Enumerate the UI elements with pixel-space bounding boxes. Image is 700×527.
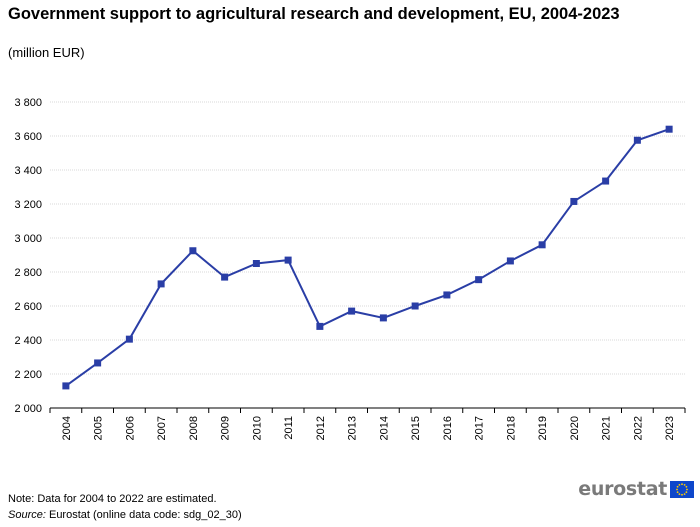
data-point [125,335,133,343]
series-line [65,128,670,387]
x-tick-label: 2020 [569,416,581,440]
y-tick-label: 2 800 [14,267,42,279]
data-point [62,382,70,390]
x-tick-label: 2013 [347,416,359,440]
chart-note: Note: Data for 2004 to 2022 are estimate… [8,493,217,505]
y-tick-label: 2 600 [14,301,42,313]
x-tick-label: 2005 [93,416,105,440]
data-point [94,359,102,367]
data-point [284,256,292,264]
eu-flag-icon [670,480,694,498]
data-point [411,302,419,310]
eurostat-logo: eurostat [578,478,694,500]
data-point [506,257,514,265]
y-tick-label: 3 200 [14,199,42,211]
y-tick-label: 3 600 [14,131,42,143]
line-chart: 2 000 2 200 2 400 2 600 2 800 3 000 3 200 3 400… [14,97,686,440]
x-tick-label: 2023 [664,416,676,440]
x-tick-label: 2006 [124,416,136,440]
x-tick-label: 2021 [601,416,613,440]
data-point [379,314,387,322]
y-tick-label: 2 200 [14,369,42,381]
x-tick-label: 2016 [442,416,454,440]
logo-text: eurostat [578,478,667,500]
x-tick-label: 2012 [315,416,327,440]
x-tick-label: 2009 [220,416,232,440]
data-point [665,125,673,133]
chart-unit: (million EUR) [8,45,85,60]
y-tick-label: 2 000 [14,403,42,415]
data-point [316,322,324,330]
source-label: Source: [8,509,46,521]
x-tick-label: 2018 [505,416,517,440]
data-point [348,307,356,315]
data-point [602,177,610,185]
chart-source: Source: Eurostat (online data code: sdg_… [8,509,242,521]
x-tick-label: 2010 [251,416,263,440]
data-point [538,241,546,249]
x-tick-label: 2011 [283,416,295,440]
data-point [189,247,197,255]
x-tick-label: 2008 [188,416,200,440]
data-point [252,260,260,267]
x-tick-label: 2015 [410,416,422,440]
chart-title: Government support to agricultural resea… [8,5,620,23]
data-point [221,273,229,281]
x-tick-label: 2022 [632,416,644,440]
y-tick-label: 3 800 [14,97,42,109]
data-point [633,136,641,144]
data-point [157,280,165,288]
data-point [570,197,578,205]
x-tick-label: 2004 [61,416,73,440]
source-text: Eurostat (online data code: sdg_02_30) [45,509,242,521]
x-tick-label: 2007 [156,416,168,440]
y-tick-label: 3 400 [14,165,42,177]
x-tick-label: 2017 [474,416,486,440]
y-tick-label: 3 000 [14,233,42,245]
x-tick-label: 2014 [378,416,390,440]
data-point [443,291,451,299]
y-tick-label: 2 400 [14,335,42,347]
data-point [475,276,483,284]
x-tick-label: 2019 [537,416,549,440]
